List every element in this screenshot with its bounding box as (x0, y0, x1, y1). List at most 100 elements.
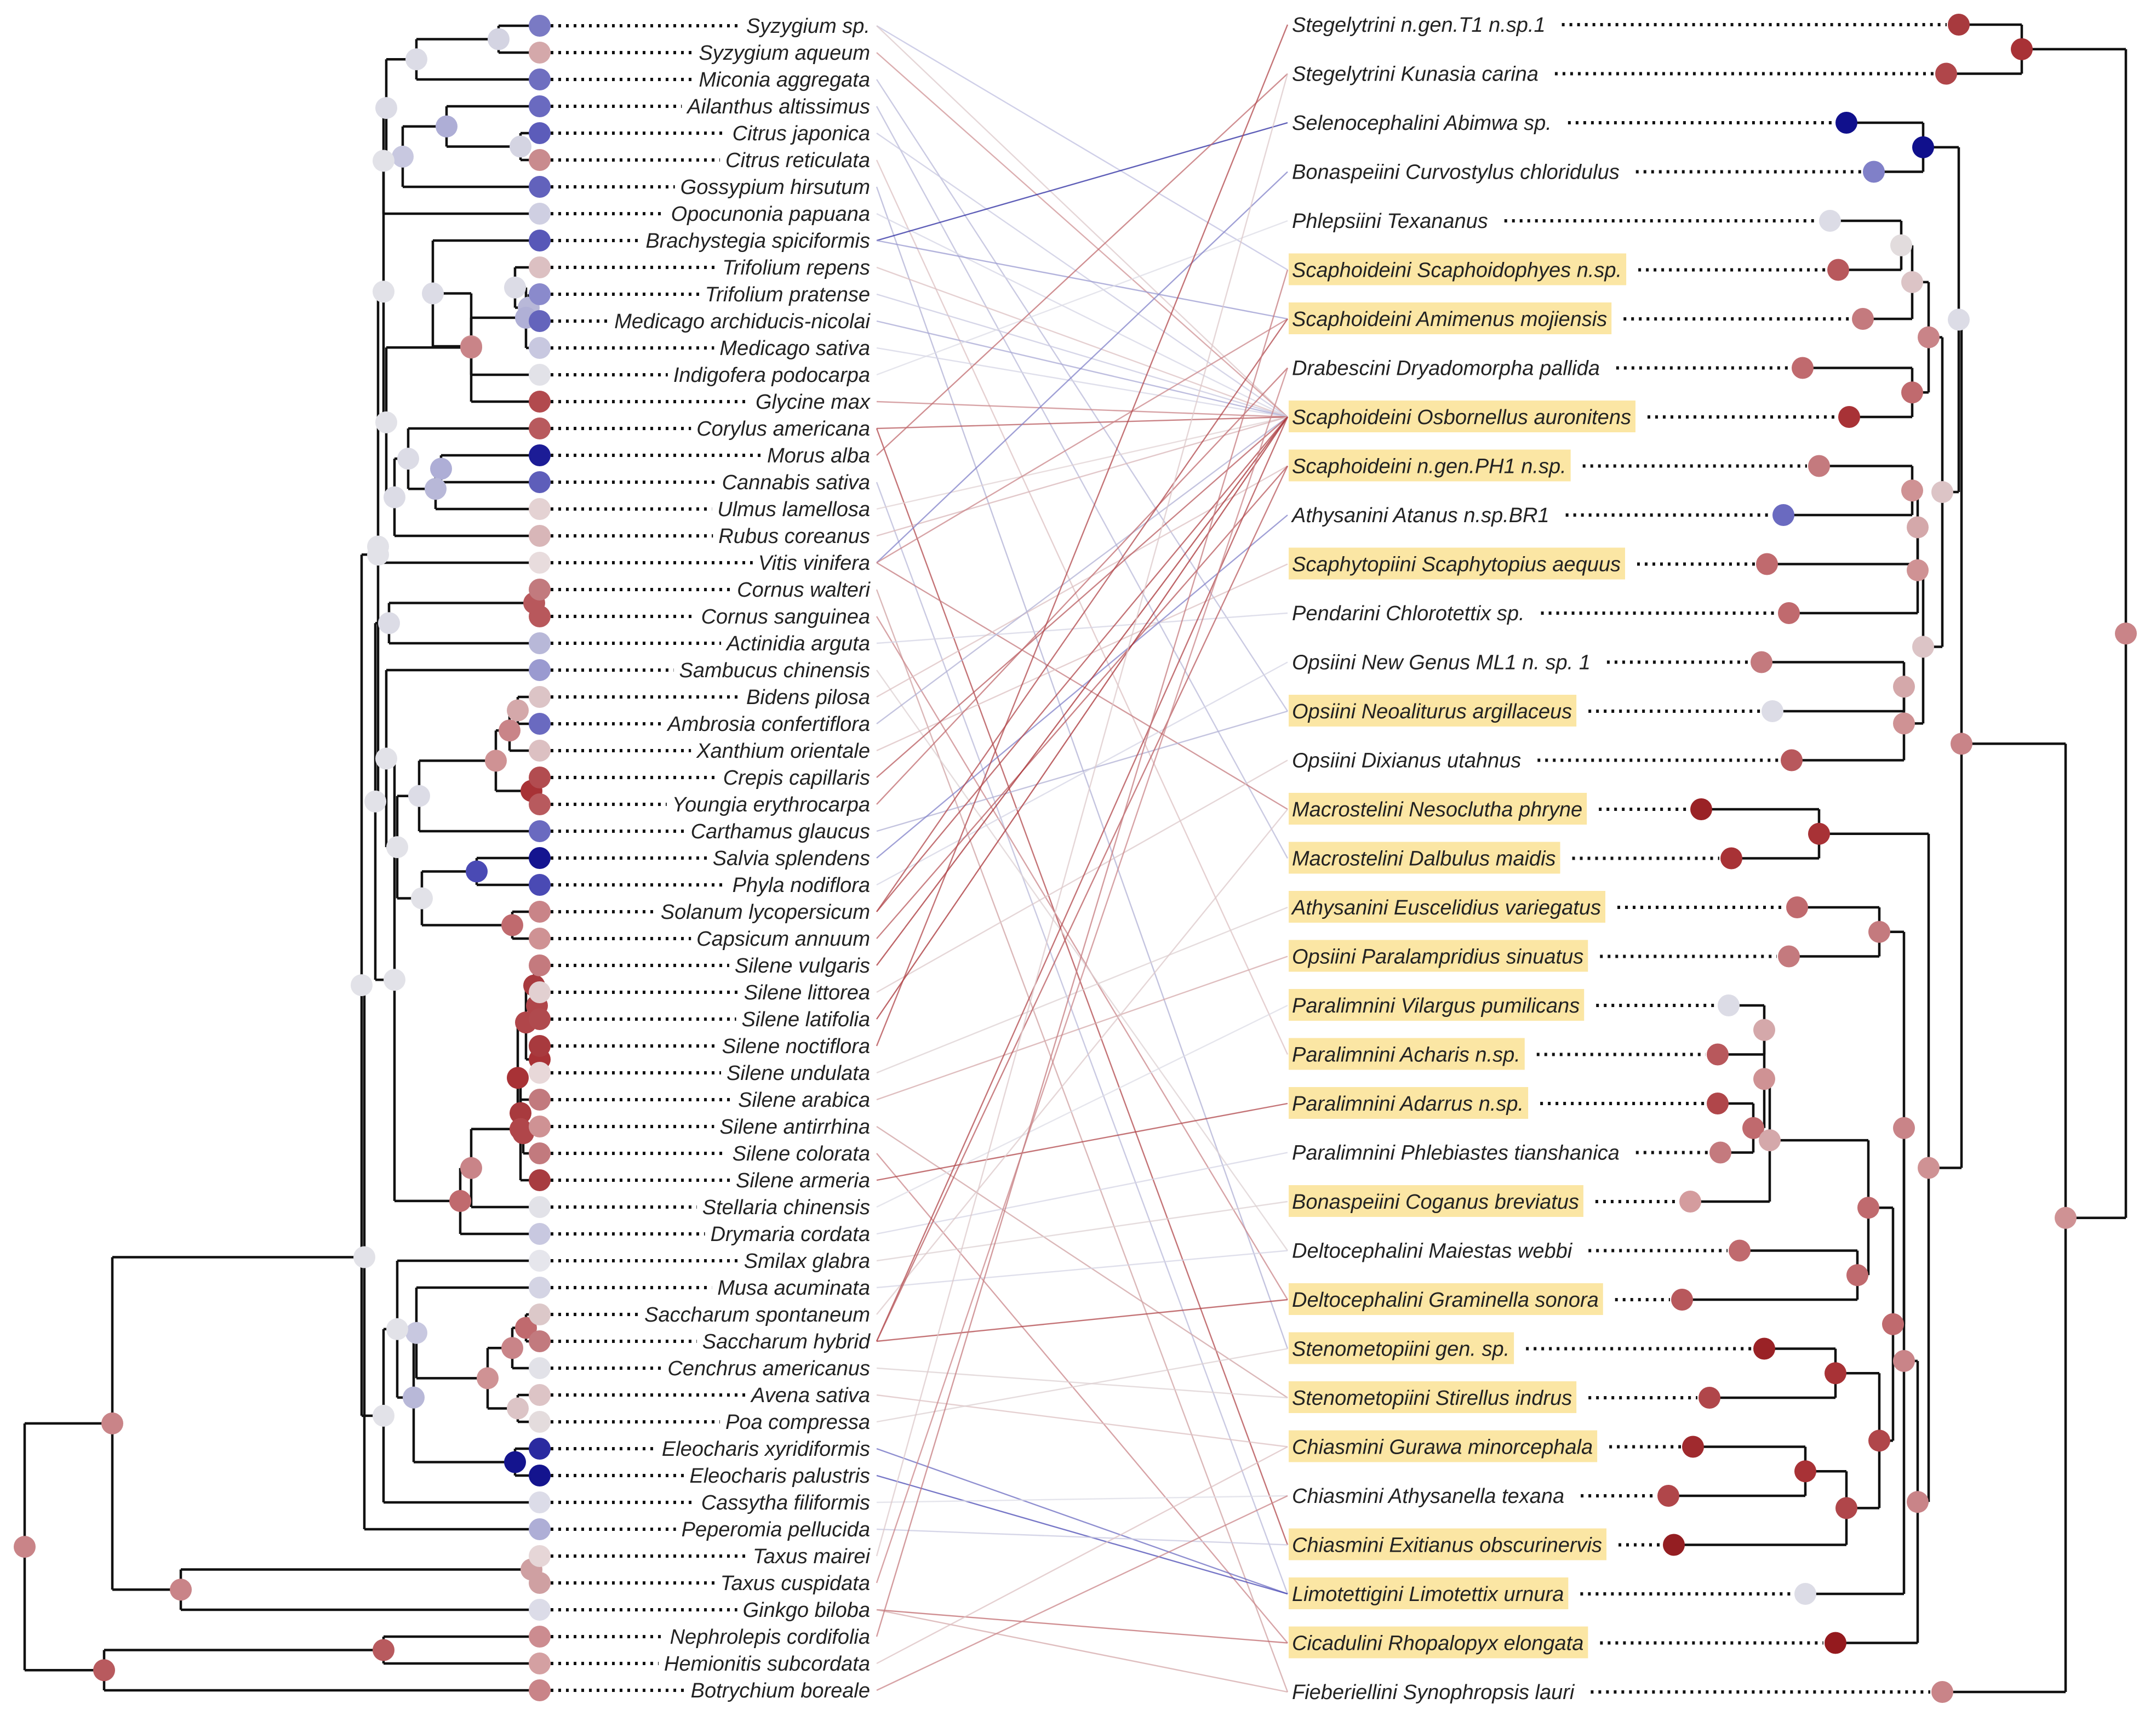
plant-node (386, 1318, 408, 1340)
insect-label: Bonaspeiini Curvostylus chloridulus (1292, 161, 1620, 184)
association-link (876, 759, 1288, 993)
plant-node (392, 145, 414, 168)
plant-label: Actinidia arguta (725, 632, 870, 655)
insect-label: Stegelytrini Kunasia carina (1292, 63, 1539, 86)
insect-tip: Opsiini New Genus ML1 n. sp. 1 (1292, 651, 1591, 674)
association-link (876, 52, 1288, 418)
insect-tip: Paralimnini Phlebiastes tianshanica (1292, 1142, 1620, 1165)
association-link (876, 73, 1289, 1557)
insect-highlight (1289, 1430, 1598, 1462)
insect-tip: Opsiini Paralampridius sinuatus (1289, 940, 1588, 972)
insect-label: Pendarini Chlorotettix sp. (1292, 602, 1525, 625)
insect-highlight (1289, 1626, 1588, 1659)
insect-label: Paralimnini Phlebiastes tianshanica (1292, 1142, 1620, 1165)
insect-tip: Macrostelini Dalbulus maidis (1289, 842, 1560, 874)
association-link (876, 106, 1289, 859)
insect-label: Limotettigini Limotettix urnura (1292, 1583, 1564, 1606)
insect-node (1857, 1197, 1879, 1219)
insect-phylogeny (1504, 14, 2137, 1703)
plant-node (504, 276, 526, 299)
association-link (876, 482, 1289, 1594)
plant-tip-node (529, 1626, 551, 1648)
plant-label: Ambrosia confertiflora (666, 713, 870, 736)
insect-node (1893, 1117, 1915, 1139)
association-link (876, 1200, 1288, 1262)
plant-tip-node (529, 1653, 551, 1674)
plant-tip-node (529, 659, 551, 681)
plant-label: Eleocharis xyridiformis (662, 1438, 870, 1461)
plant-label: Sambucus chinensis (679, 659, 870, 682)
association-link (876, 270, 1289, 1637)
insect-node (1838, 406, 1860, 428)
plant-tip-node (529, 176, 551, 198)
plant-tip-node (529, 418, 551, 439)
plant-tip-node (529, 1679, 551, 1701)
insect-node (1868, 1430, 1890, 1452)
association-link (876, 1152, 1288, 1235)
association-link (876, 1125, 1288, 1399)
association-link (876, 1004, 1288, 1208)
association-link (876, 266, 1288, 418)
plant-tip-node (529, 1303, 551, 1325)
association-link (876, 1153, 1288, 1644)
insect-tip: Stegelytrini Kunasia carina (1292, 63, 1539, 86)
insect-node (1742, 1117, 1764, 1139)
insect-node (1825, 1362, 1846, 1385)
insect-node (1912, 136, 1934, 158)
plant-label: Saccharum spontaneum (644, 1303, 870, 1327)
association-link (876, 416, 1288, 430)
insect-tip: Athysanini Euscelidius variegatus (1289, 891, 1605, 923)
plant-label: Gossypium hirsutum (680, 176, 870, 199)
plant-tip-node (529, 1008, 551, 1030)
insect-tip-labels: Stegelytrini n.gen.T1 n.sp.1 Stegelytrini… (1289, 14, 1635, 1704)
insect-node (1778, 945, 1800, 968)
association-link (876, 589, 1289, 1693)
insect-tip: Opsiini Dixianus utahnus (1292, 750, 1521, 773)
association-link (876, 465, 1288, 939)
plant-tip-node (529, 1196, 551, 1218)
plant-node (436, 115, 457, 138)
plant-label: Capsicum annuum (696, 928, 870, 951)
insect-label: Phlepsiini Texananus (1292, 210, 1488, 233)
association-link (876, 416, 1288, 1020)
association-link (876, 220, 1288, 376)
association-link (876, 293, 1288, 418)
plant-tip-node (529, 686, 551, 708)
insect-tip: Scaphoideini Scaphoidophyes n.sp. (1289, 253, 1627, 285)
plant-node (403, 1386, 425, 1409)
plant-tip-node (529, 68, 551, 90)
insect-tip: Chiasmini Exitianus obscurinervis (1289, 1528, 1606, 1560)
plant-label: Silene latifolia (742, 1008, 870, 1031)
insect-node (1772, 504, 1794, 526)
plant-tip-node (529, 122, 551, 144)
association-link (876, 73, 1288, 456)
insect-tip: Paralimnini Vilargus pumilicans (1289, 989, 1585, 1021)
association-link (876, 1250, 1288, 1289)
plant-node (430, 458, 452, 480)
insect-label: Opsiini Dixianus utahnus (1292, 750, 1521, 773)
association-link (876, 1348, 1288, 1423)
plant-node (501, 1337, 523, 1359)
insect-node (1931, 481, 1953, 504)
plant-node (477, 1367, 499, 1390)
association-link (876, 1102, 1288, 1181)
plant-node (397, 448, 419, 470)
plant-label: Silene undulata (727, 1062, 870, 1085)
insect-node (1657, 1485, 1679, 1507)
association-link (876, 186, 1289, 1349)
insect-highlight (1289, 1332, 1514, 1364)
insect-node (1893, 712, 1915, 735)
insect-node (1901, 381, 1923, 404)
plant-tip-node (529, 471, 551, 493)
plant-tip-node (529, 1330, 551, 1352)
association-link (876, 159, 1289, 1055)
plant-node (353, 1246, 375, 1268)
insect-highlight (1289, 695, 1577, 727)
association-link (876, 416, 1288, 912)
insect-label: Chiasmini Athysanella texana (1292, 1485, 1564, 1508)
insect-label: Chiasmini Exitianus obscurinervis (1292, 1534, 1602, 1557)
insect-label: Scaphytopiini Scaphytopius aequus (1292, 553, 1621, 576)
plant-label: Smilax glabra (744, 1250, 870, 1273)
plant-label: Silene littorea (744, 981, 870, 1004)
insect-tip: Stenometopiini gen. sp. (1289, 1332, 1514, 1364)
